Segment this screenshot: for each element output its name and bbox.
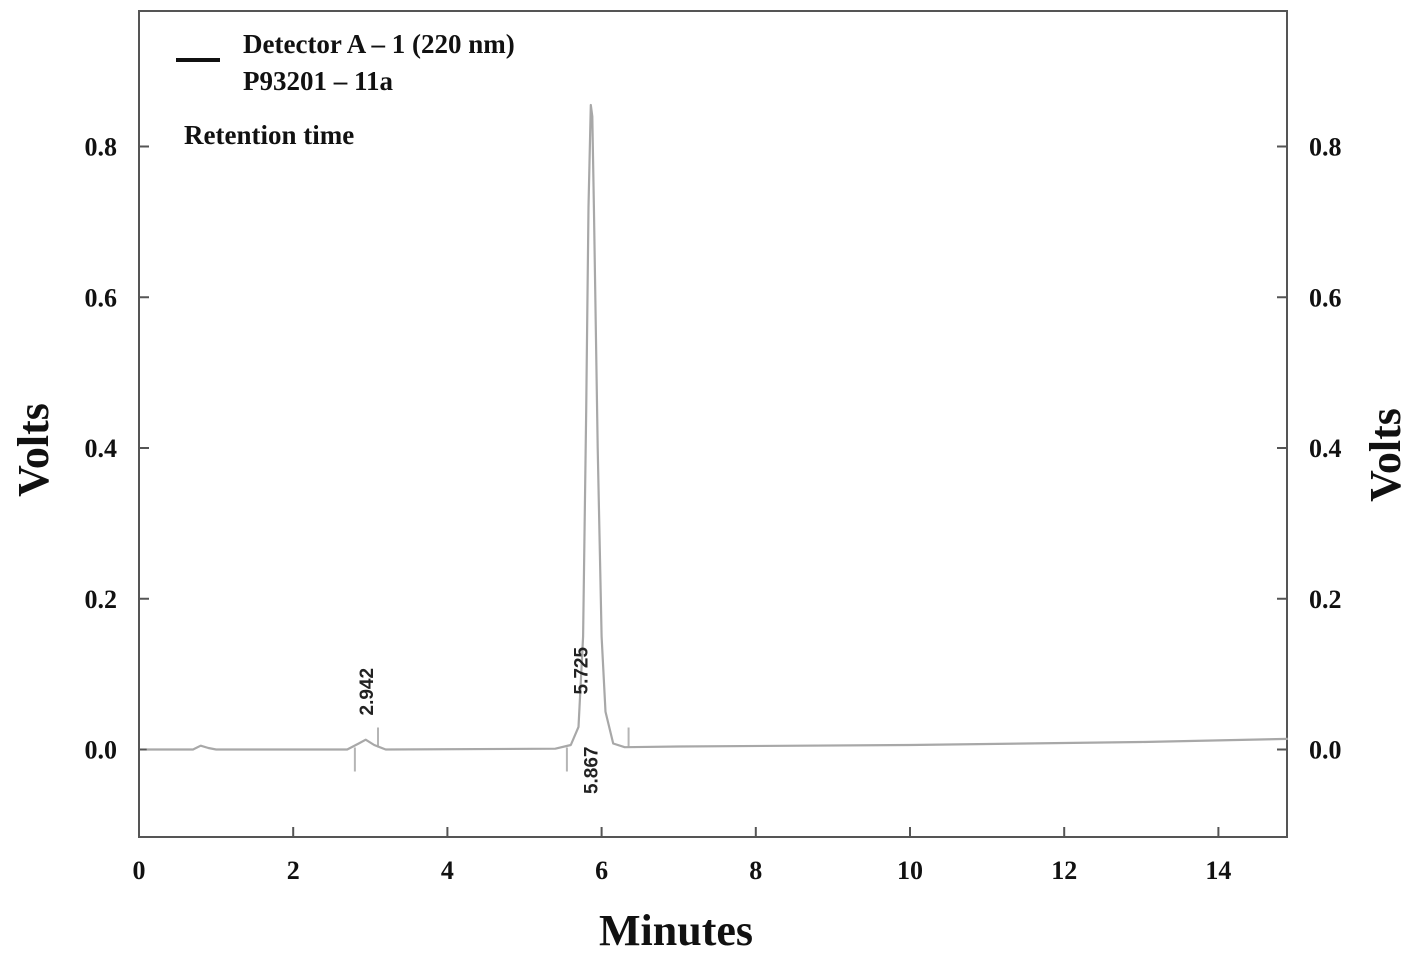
series-group (146, 103, 1288, 751)
y-tick-label-right: 0.6 (1309, 283, 1342, 312)
x-tick-label: 4 (441, 856, 454, 885)
x-tick-label: 8 (749, 856, 762, 885)
y-axis-right-ticks: 0.0 0.2 0.4 0.6 0.8 (1277, 133, 1342, 765)
x-tick-label: 6 (595, 856, 608, 885)
x-axis-ticks: 0 2 4 6 8 10 12 14 (133, 827, 1231, 885)
y-tick-label-left: 0.0 (85, 736, 118, 765)
y-tick-label-left: 0.8 (85, 133, 118, 162)
legend-note-retention-time: Retention time (184, 120, 354, 150)
legend-entry-detector: Detector A – 1 (220 nm) (243, 29, 515, 59)
x-tick-label: 12 (1051, 856, 1077, 885)
peak-labels: 2.942 5.725 5.867 (357, 647, 603, 795)
y-tick-label-left: 0.6 (85, 283, 118, 312)
x-tick-label: 2 (287, 856, 300, 885)
y-tick-label-left: 0.4 (85, 434, 118, 463)
peak-label: 5.867 (581, 747, 602, 795)
y-tick-label-right: 0.2 (1309, 585, 1342, 614)
x-tick-label: 0 (133, 856, 146, 885)
y-tick-label-right: 0.0 (1309, 736, 1342, 765)
plot-frame (138, 10, 1288, 838)
y-tick-label-left: 0.2 (85, 585, 118, 614)
peak-label: 2.942 (357, 668, 378, 716)
y-tick-label-right: 0.4 (1309, 434, 1342, 463)
legend: Detector A – 1 (220 nm) P93201 – 11a Ret… (176, 29, 515, 150)
x-tick-label: 10 (897, 856, 923, 885)
y-axis-left-ticks: 0.0 0.2 0.4 0.6 0.8 (85, 133, 149, 765)
series-line-detector-a (146, 103, 1288, 751)
legend-entry-sample: P93201 – 11a (243, 66, 394, 96)
y-axis-left-title: Volts (9, 403, 58, 497)
x-axis-title: Minutes (599, 906, 753, 955)
y-tick-label-right: 0.8 (1309, 133, 1342, 162)
x-tick-label: 14 (1205, 856, 1231, 885)
y-axis-right-title: Volts (1361, 408, 1410, 502)
integration-markers (353, 727, 630, 772)
peak-label: 5.725 (571, 647, 592, 695)
